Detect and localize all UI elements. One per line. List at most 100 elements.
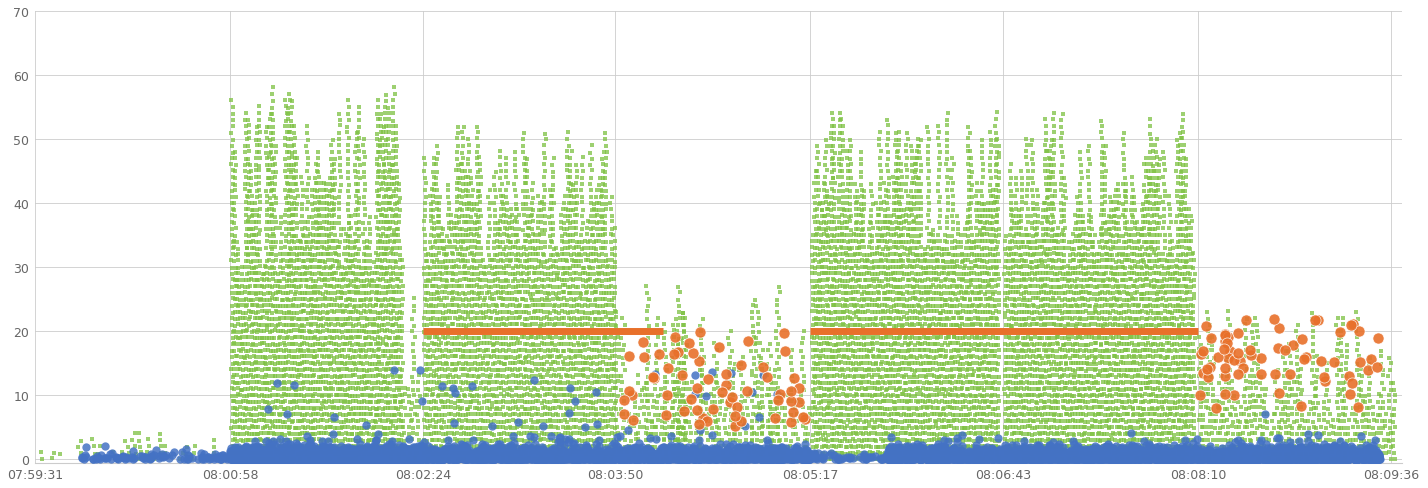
Point	[908, 452, 931, 460]
Point	[541, 454, 564, 462]
Point	[895, 302, 918, 310]
Point	[510, 333, 533, 341]
Point	[743, 448, 765, 456]
Point	[994, 410, 1017, 418]
Point	[457, 225, 480, 233]
Point	[381, 148, 404, 156]
Point	[644, 435, 667, 443]
Point	[1254, 454, 1277, 462]
Point	[655, 455, 678, 463]
Point	[1211, 453, 1234, 461]
Point	[1128, 347, 1151, 355]
Point	[1174, 385, 1197, 393]
Point	[1331, 455, 1354, 463]
Point	[667, 335, 690, 343]
Point	[1248, 446, 1271, 454]
Point	[436, 429, 458, 437]
Point	[296, 341, 318, 348]
Point	[410, 453, 433, 461]
Point	[294, 335, 317, 343]
Point	[240, 451, 263, 459]
Point	[904, 405, 927, 412]
Point	[286, 442, 308, 449]
Point	[1037, 449, 1060, 457]
Point	[838, 399, 861, 407]
Point	[1275, 452, 1298, 460]
Point	[387, 454, 410, 462]
Point	[507, 411, 530, 419]
Point	[247, 321, 270, 329]
Point	[1088, 455, 1111, 463]
Point	[573, 423, 595, 431]
Point	[306, 220, 328, 227]
Point	[965, 443, 988, 451]
Point	[955, 450, 978, 458]
Point	[430, 296, 453, 304]
Point	[1042, 455, 1065, 463]
Point	[398, 446, 421, 453]
Point	[347, 181, 370, 189]
Point	[900, 296, 922, 304]
Point	[1364, 450, 1387, 458]
Point	[760, 450, 783, 458]
Point	[1181, 454, 1204, 462]
Point	[921, 365, 944, 373]
Point	[584, 194, 607, 202]
Point	[129, 443, 151, 451]
Point	[1061, 303, 1084, 310]
Point	[1222, 391, 1245, 399]
Point	[296, 455, 318, 463]
Point	[221, 454, 244, 462]
Point	[1157, 449, 1180, 457]
Point	[1091, 373, 1114, 381]
Point	[441, 417, 464, 425]
Point	[1137, 455, 1160, 463]
Point	[541, 455, 564, 463]
Point	[504, 454, 527, 462]
Point	[366, 270, 388, 278]
Point	[930, 386, 952, 393]
Point	[223, 233, 246, 241]
Point	[897, 450, 920, 458]
Point	[977, 372, 1000, 380]
Point	[1190, 455, 1212, 463]
Point	[1289, 450, 1312, 458]
Point	[1264, 391, 1287, 399]
Point	[727, 454, 750, 462]
Point	[348, 341, 371, 349]
Point	[221, 244, 244, 252]
Point	[1180, 314, 1202, 322]
Point	[1091, 322, 1114, 330]
Point	[1352, 410, 1375, 418]
Point	[1285, 447, 1308, 455]
Point	[311, 452, 334, 460]
Point	[286, 451, 308, 459]
Point	[1278, 455, 1301, 463]
Point	[1122, 445, 1145, 452]
Point	[433, 455, 456, 463]
Point	[1100, 453, 1122, 461]
Point	[600, 239, 623, 246]
Point	[965, 455, 988, 463]
Point	[942, 252, 965, 260]
Point	[284, 168, 307, 176]
Point	[1037, 448, 1060, 456]
Point	[761, 455, 784, 463]
Point	[684, 452, 707, 460]
Point	[286, 315, 308, 323]
Point	[1041, 295, 1064, 303]
Point	[1132, 454, 1155, 462]
Point	[360, 452, 383, 460]
Point	[1235, 454, 1258, 462]
Point	[797, 455, 820, 463]
Point	[1298, 455, 1321, 463]
Point	[1378, 424, 1401, 432]
Point	[481, 391, 504, 399]
Point	[911, 277, 934, 285]
Point	[575, 454, 598, 462]
Point	[404, 404, 427, 411]
Point	[374, 453, 397, 461]
Point	[297, 451, 320, 459]
Point	[398, 435, 421, 443]
Point	[1207, 452, 1230, 460]
